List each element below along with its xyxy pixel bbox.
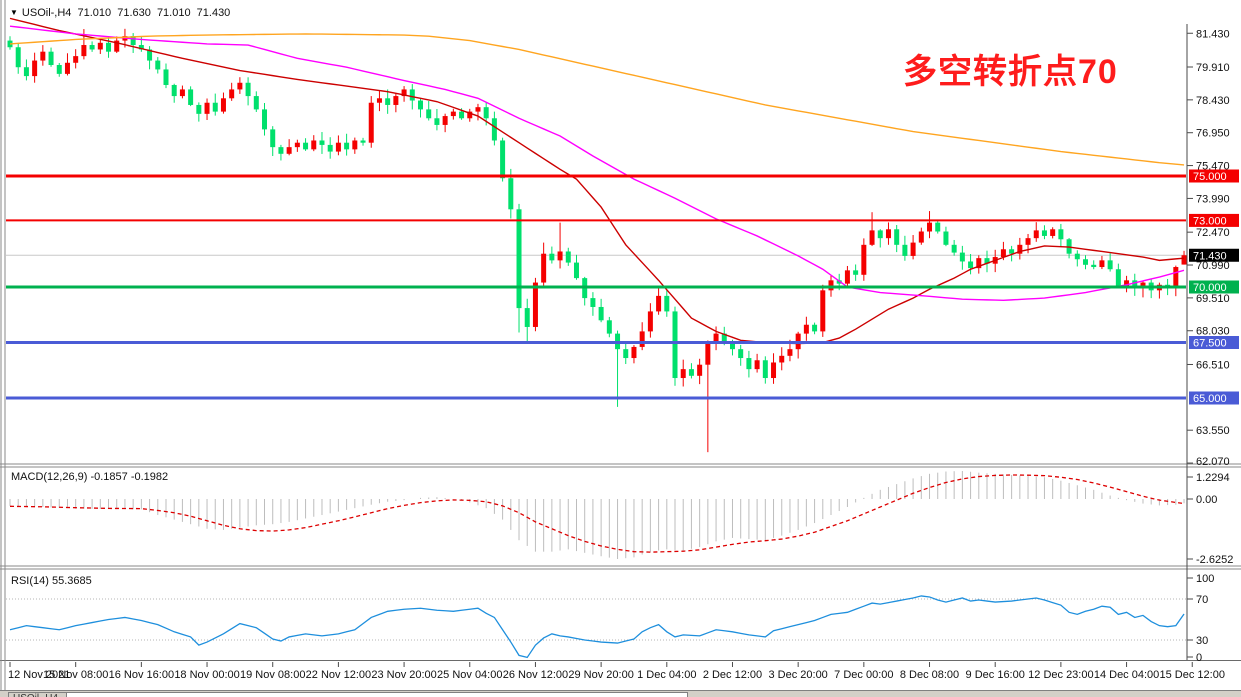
ma-slow-orange	[9, 33, 1185, 166]
svg-text:3 Dec 20:00: 3 Dec 20:00	[768, 669, 827, 681]
svg-text:76.950: 76.950	[1196, 128, 1230, 140]
svg-text:16 Nov 16:00: 16 Nov 16:00	[109, 669, 174, 681]
svg-text:26 Nov 12:00: 26 Nov 12:00	[503, 669, 568, 681]
macd-signal-line	[9, 474, 1185, 553]
svg-text:67.500: 67.500	[1193, 338, 1227, 350]
macd-indicator-label: MACD(12,26,9) -0.1857 -0.1982	[11, 471, 169, 483]
svg-text:78.430: 78.430	[1196, 95, 1230, 107]
symbol-dropdown-icon[interactable]: ▼	[10, 8, 18, 17]
rsi-layer	[6, 595, 1186, 659]
svg-text:12 Nov 2021: 12 Nov 2021	[8, 669, 70, 681]
svg-text:25 Nov 04:00: 25 Nov 04:00	[437, 669, 502, 681]
ma-mid-magenta	[9, 25, 1185, 302]
candles-layer	[7, 28, 1187, 453]
svg-text:8 Dec 08:00: 8 Dec 08:00	[900, 669, 959, 681]
svg-text:72.470: 72.470	[1196, 227, 1230, 239]
macd-layer	[9, 471, 1185, 559]
rsi-line	[9, 595, 1185, 659]
svg-text:0: 0	[1196, 652, 1202, 664]
svg-text:-2.6252: -2.6252	[1196, 554, 1233, 566]
svg-text:30: 30	[1196, 635, 1208, 647]
svg-text:69.510: 69.510	[1196, 293, 1230, 305]
close-value: 71.430	[196, 7, 231, 19]
svg-text:70: 70	[1196, 594, 1208, 606]
svg-text:71.430: 71.430	[1193, 250, 1227, 262]
moving-averages-layer	[9, 17, 1185, 345]
svg-text:29 Nov 20:00: 29 Nov 20:00	[568, 669, 633, 681]
chart-tab-strip: USOil-,H4	[0, 690, 1241, 697]
svg-text:22 Nov 12:00: 22 Nov 12:00	[306, 669, 371, 681]
svg-text:70.990: 70.990	[1196, 260, 1230, 272]
svg-text:7 Dec 00:00: 7 Dec 00:00	[834, 669, 893, 681]
symbol-period-label: USOil-,H4	[21, 7, 72, 19]
indicator-axes: 1.2294 0.00 -2.6252 100 70 30 0	[1187, 472, 1233, 664]
low-value: 71.010	[156, 7, 191, 19]
svg-text:15 Dec 12:00: 15 Dec 12:00	[1160, 669, 1225, 681]
svg-text:15 Nov 08:00: 15 Nov 08:00	[43, 669, 108, 681]
svg-text:81.430: 81.430	[1196, 28, 1230, 40]
svg-text:65.000: 65.000	[1193, 393, 1227, 405]
svg-text:0.00: 0.00	[1196, 494, 1217, 506]
svg-text:79.910: 79.910	[1196, 62, 1230, 74]
chart-tab-active[interactable]	[66, 692, 688, 697]
svg-text:23 Nov 20:00: 23 Nov 20:00	[371, 669, 436, 681]
svg-text:1.2294: 1.2294	[1196, 472, 1230, 484]
price-axis: 81.43079.91078.43076.95075.47073.99072.4…	[1187, 28, 1239, 468]
open-value: 71.010	[77, 7, 112, 19]
rsi-indicator-label: RSI(14) 55.3685	[11, 575, 92, 587]
chart-tab-usoil[interactable]: USOil-,H4	[8, 692, 68, 697]
svg-text:100: 100	[1196, 573, 1214, 585]
ohlc-header: ▼ USOil-,H4 71.010 71.630 71.010 71.430	[10, 7, 233, 19]
svg-text:19 Nov 08:00: 19 Nov 08:00	[240, 669, 305, 681]
svg-text:73.000: 73.000	[1193, 215, 1227, 227]
svg-text:18 Nov 00:00: 18 Nov 00:00	[174, 669, 239, 681]
svg-text:75.000: 75.000	[1193, 171, 1227, 183]
svg-text:1 Dec 04:00: 1 Dec 04:00	[637, 669, 696, 681]
svg-text:66.510: 66.510	[1196, 359, 1230, 371]
svg-text:12 Dec 23:00: 12 Dec 23:00	[1028, 669, 1093, 681]
svg-text:68.030: 68.030	[1196, 326, 1230, 338]
svg-text:70.000: 70.000	[1193, 282, 1227, 294]
svg-text:14 Dec 04:00: 14 Dec 04:00	[1094, 669, 1159, 681]
chart-annotation-text: 多空转折点70	[903, 53, 1118, 91]
price-levels-layer	[6, 174, 1186, 400]
svg-text:2 Dec 12:00: 2 Dec 12:00	[703, 669, 762, 681]
svg-text:73.990: 73.990	[1196, 193, 1230, 205]
svg-text:62.070: 62.070	[1196, 456, 1230, 468]
ma-fast-red	[9, 17, 1185, 345]
svg-text:9 Dec 16:00: 9 Dec 16:00	[966, 669, 1025, 681]
high-value: 71.630	[117, 7, 151, 19]
svg-text:63.550: 63.550	[1196, 425, 1230, 437]
